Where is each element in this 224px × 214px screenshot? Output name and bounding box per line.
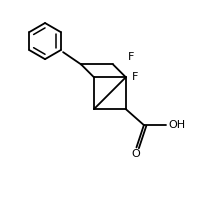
Text: OH: OH (168, 120, 185, 130)
Text: O: O (131, 149, 140, 159)
Text: F: F (132, 72, 139, 82)
Text: F: F (128, 52, 134, 62)
